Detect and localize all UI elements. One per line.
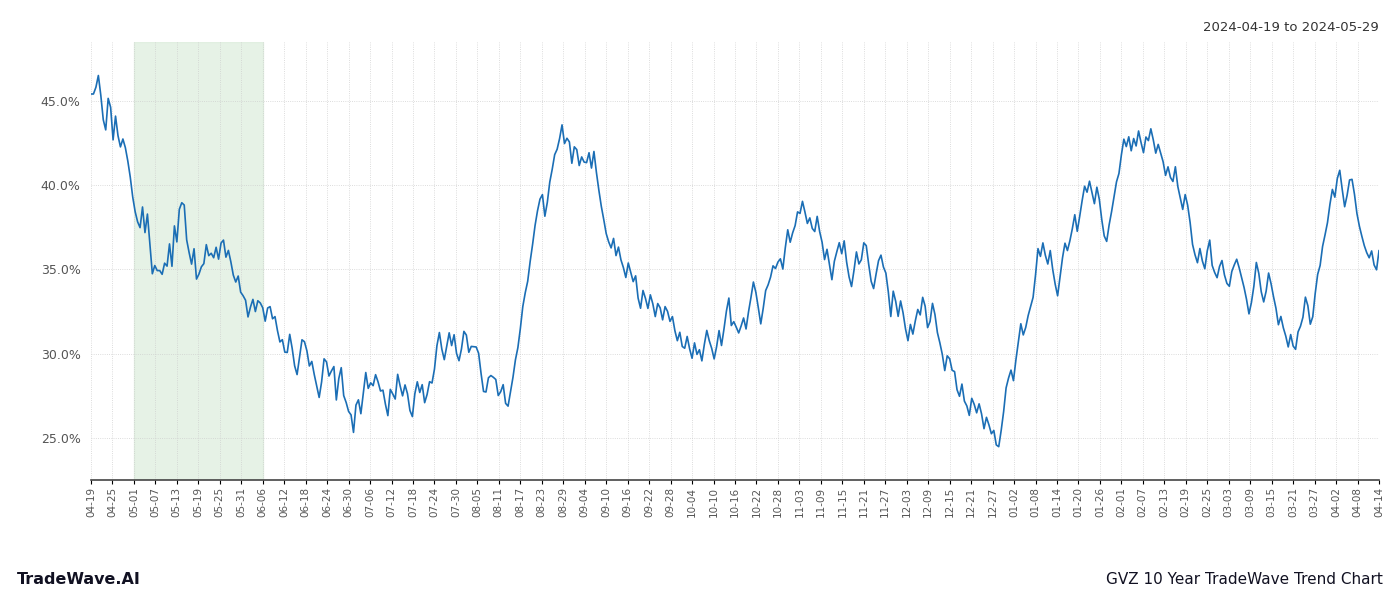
Bar <box>134 42 263 480</box>
Text: GVZ 10 Year TradeWave Trend Chart: GVZ 10 Year TradeWave Trend Chart <box>1106 572 1383 587</box>
Text: TradeWave.AI: TradeWave.AI <box>17 572 140 587</box>
Text: 2024-04-19 to 2024-05-29: 2024-04-19 to 2024-05-29 <box>1203 21 1379 34</box>
